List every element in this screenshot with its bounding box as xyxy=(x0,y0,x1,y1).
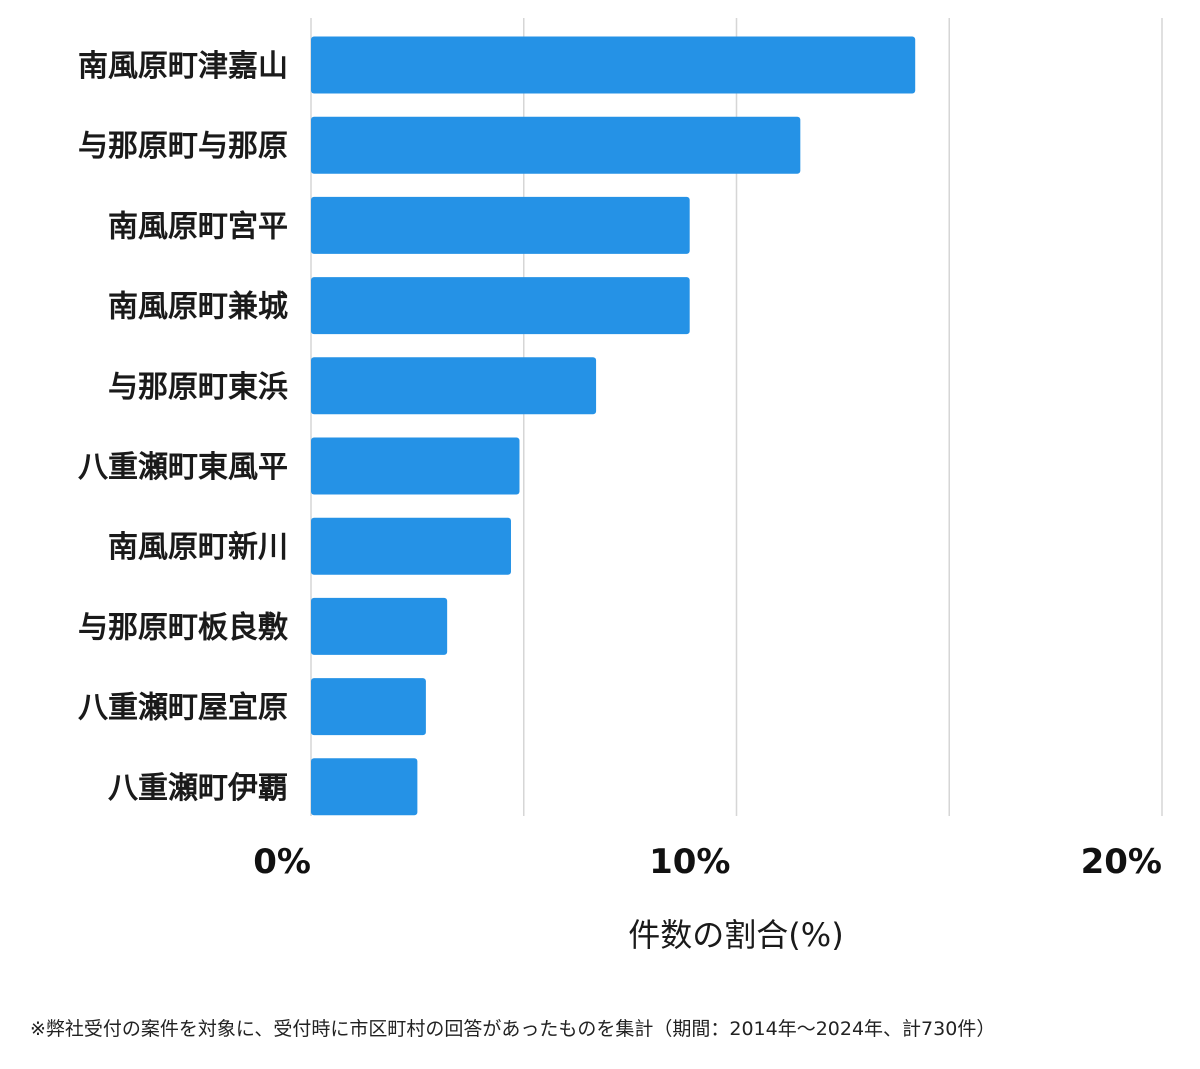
category-label: 八重瀬町伊覇 xyxy=(108,771,288,806)
category-label: 南風原町宮平 xyxy=(108,209,288,244)
bar xyxy=(311,357,597,415)
x-tick-label: 20% xyxy=(1081,842,1162,882)
bar xyxy=(311,758,418,816)
bar xyxy=(311,517,511,575)
bar xyxy=(311,597,448,655)
category-label: 与那原町板良敷 xyxy=(78,610,289,645)
category-label: 南風原町津嘉山 xyxy=(78,49,288,84)
bar-chart: 南風原町津嘉山与那原町与那原南風原町宮平南風原町兼城与那原町東浜八重瀬町東風平南… xyxy=(78,18,1163,954)
x-tick-label: 0% xyxy=(253,842,311,882)
x-tick-label: 10% xyxy=(649,842,730,882)
category-label: 与那原町東浜 xyxy=(108,370,288,405)
bar xyxy=(311,116,801,174)
category-label: 与那原町与那原 xyxy=(78,129,288,164)
bar xyxy=(311,36,916,94)
category-label: 八重瀬町東風平 xyxy=(78,450,288,485)
bars xyxy=(311,36,916,816)
bar xyxy=(311,678,426,736)
x-axis-title: 件数の割合(%) xyxy=(628,916,843,954)
category-label: 南風原町兼城 xyxy=(108,290,288,325)
x-tick-labels: 0% 10% 20% xyxy=(253,842,1162,882)
category-labels: 南風原町津嘉山与那原町与那原南風原町宮平南風原町兼城与那原町東浜八重瀬町東風平南… xyxy=(78,49,289,806)
category-label: 八重瀬町屋宜原 xyxy=(78,691,288,726)
bar xyxy=(311,277,690,335)
bar xyxy=(311,437,520,495)
footnote: ※弊社受付の案件を対象に、受付時に市区町村の回答があったものを集計（期間：201… xyxy=(30,1018,996,1040)
category-label: 南風原町新川 xyxy=(108,530,288,565)
bar xyxy=(311,196,690,254)
